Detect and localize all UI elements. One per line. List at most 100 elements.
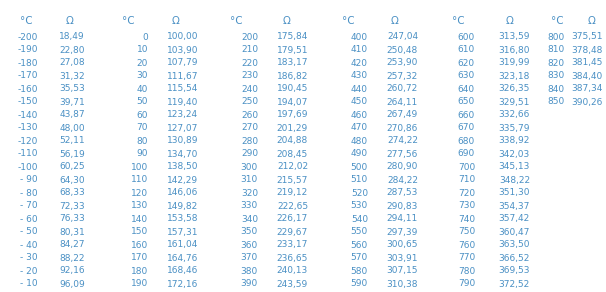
Text: 510: 510 xyxy=(351,175,368,185)
Text: 338,92: 338,92 xyxy=(499,136,530,145)
Text: - 90: - 90 xyxy=(21,175,38,185)
Text: 780: 780 xyxy=(458,267,475,275)
Text: 770: 770 xyxy=(458,253,475,263)
Text: 161,04: 161,04 xyxy=(167,241,198,249)
Text: 420: 420 xyxy=(351,58,368,67)
Text: 342,03: 342,03 xyxy=(499,150,530,159)
Text: 10: 10 xyxy=(136,46,148,55)
Text: 92,16: 92,16 xyxy=(59,267,85,275)
Text: 360,47: 360,47 xyxy=(499,227,530,237)
Text: 303,91: 303,91 xyxy=(387,253,418,263)
Text: - 80: - 80 xyxy=(21,189,38,197)
Text: 119,40: 119,40 xyxy=(167,98,198,107)
Text: 220: 220 xyxy=(241,58,258,67)
Text: 610: 610 xyxy=(458,46,475,55)
Text: 370: 370 xyxy=(241,253,258,263)
Text: -190: -190 xyxy=(18,46,38,55)
Text: 700: 700 xyxy=(458,163,475,171)
Text: 168,46: 168,46 xyxy=(167,267,198,275)
Text: 670: 670 xyxy=(458,124,475,133)
Text: 31,32: 31,32 xyxy=(59,72,85,81)
Text: 18,49: 18,49 xyxy=(59,32,85,41)
Text: 290: 290 xyxy=(241,150,258,159)
Text: 127,07: 127,07 xyxy=(167,124,198,133)
Text: 350: 350 xyxy=(241,227,258,237)
Text: 226,17: 226,17 xyxy=(277,215,308,223)
Text: 107,79: 107,79 xyxy=(167,58,198,67)
Text: 640: 640 xyxy=(458,84,475,93)
Text: 830: 830 xyxy=(548,72,565,81)
Text: 222,65: 222,65 xyxy=(277,201,308,211)
Text: °C: °C xyxy=(230,16,242,26)
Text: 720: 720 xyxy=(458,189,475,197)
Text: 330: 330 xyxy=(241,201,258,211)
Text: 186,82: 186,82 xyxy=(276,72,308,81)
Text: 335,79: 335,79 xyxy=(499,124,530,133)
Text: 750: 750 xyxy=(458,227,475,237)
Text: 103,90: 103,90 xyxy=(167,46,198,55)
Text: 257,32: 257,32 xyxy=(387,72,418,81)
Text: 430: 430 xyxy=(351,72,368,81)
Text: 96,09: 96,09 xyxy=(59,279,85,288)
Text: 384,40: 384,40 xyxy=(571,72,603,81)
Text: - 50: - 50 xyxy=(21,227,38,237)
Text: 80: 80 xyxy=(136,136,148,145)
Text: 363,50: 363,50 xyxy=(499,241,530,249)
Text: 40: 40 xyxy=(136,84,148,93)
Text: 270,86: 270,86 xyxy=(387,124,418,133)
Text: 650: 650 xyxy=(458,98,475,107)
Text: 90: 90 xyxy=(136,150,148,159)
Text: 22,80: 22,80 xyxy=(59,46,85,55)
Text: 369,53: 369,53 xyxy=(499,267,530,275)
Text: 123,24: 123,24 xyxy=(167,110,198,119)
Text: 710: 710 xyxy=(458,175,475,185)
Text: 326,35: 326,35 xyxy=(499,84,530,93)
Text: 179,51: 179,51 xyxy=(276,46,308,55)
Text: 210: 210 xyxy=(241,46,258,55)
Text: 164,76: 164,76 xyxy=(167,253,198,263)
Text: 440: 440 xyxy=(351,84,368,93)
Text: 240: 240 xyxy=(241,84,258,93)
Text: -180: -180 xyxy=(18,58,38,67)
Text: 280,90: 280,90 xyxy=(387,163,418,171)
Text: 35,53: 35,53 xyxy=(59,84,85,93)
Text: 380: 380 xyxy=(241,267,258,275)
Text: 290,83: 290,83 xyxy=(387,201,418,211)
Text: 345,13: 345,13 xyxy=(499,163,530,171)
Text: 243,59: 243,59 xyxy=(277,279,308,288)
Text: 138,50: 138,50 xyxy=(167,163,198,171)
Text: 760: 760 xyxy=(458,241,475,249)
Text: 212,02: 212,02 xyxy=(277,163,308,171)
Text: 332,66: 332,66 xyxy=(499,110,530,119)
Text: 329,51: 329,51 xyxy=(499,98,530,107)
Text: 450: 450 xyxy=(351,98,368,107)
Text: 680: 680 xyxy=(458,136,475,145)
Text: 319,99: 319,99 xyxy=(499,58,530,67)
Text: 230: 230 xyxy=(241,72,258,81)
Text: 310,38: 310,38 xyxy=(387,279,418,288)
Text: °C: °C xyxy=(551,16,564,26)
Text: 800: 800 xyxy=(548,32,565,41)
Text: 470: 470 xyxy=(351,124,368,133)
Text: -120: -120 xyxy=(18,136,38,145)
Text: 590: 590 xyxy=(351,279,368,288)
Text: 233,17: 233,17 xyxy=(276,241,308,249)
Text: 820: 820 xyxy=(548,58,565,67)
Text: 387,34: 387,34 xyxy=(571,84,603,93)
Text: 372,52: 372,52 xyxy=(499,279,530,288)
Text: 50: 50 xyxy=(136,98,148,107)
Text: °C: °C xyxy=(451,16,464,26)
Text: 284,22: 284,22 xyxy=(387,175,418,185)
Text: 215,57: 215,57 xyxy=(276,175,308,185)
Text: 270: 270 xyxy=(241,124,258,133)
Text: °C: °C xyxy=(122,16,135,26)
Text: 310: 310 xyxy=(241,175,258,185)
Text: 52,11: 52,11 xyxy=(59,136,85,145)
Text: 730: 730 xyxy=(458,201,475,211)
Text: 810: 810 xyxy=(548,46,565,55)
Text: 172,16: 172,16 xyxy=(167,279,198,288)
Text: - 60: - 60 xyxy=(21,215,38,223)
Text: 366,52: 366,52 xyxy=(499,253,530,263)
Text: 360: 360 xyxy=(241,241,258,249)
Text: 197,69: 197,69 xyxy=(276,110,308,119)
